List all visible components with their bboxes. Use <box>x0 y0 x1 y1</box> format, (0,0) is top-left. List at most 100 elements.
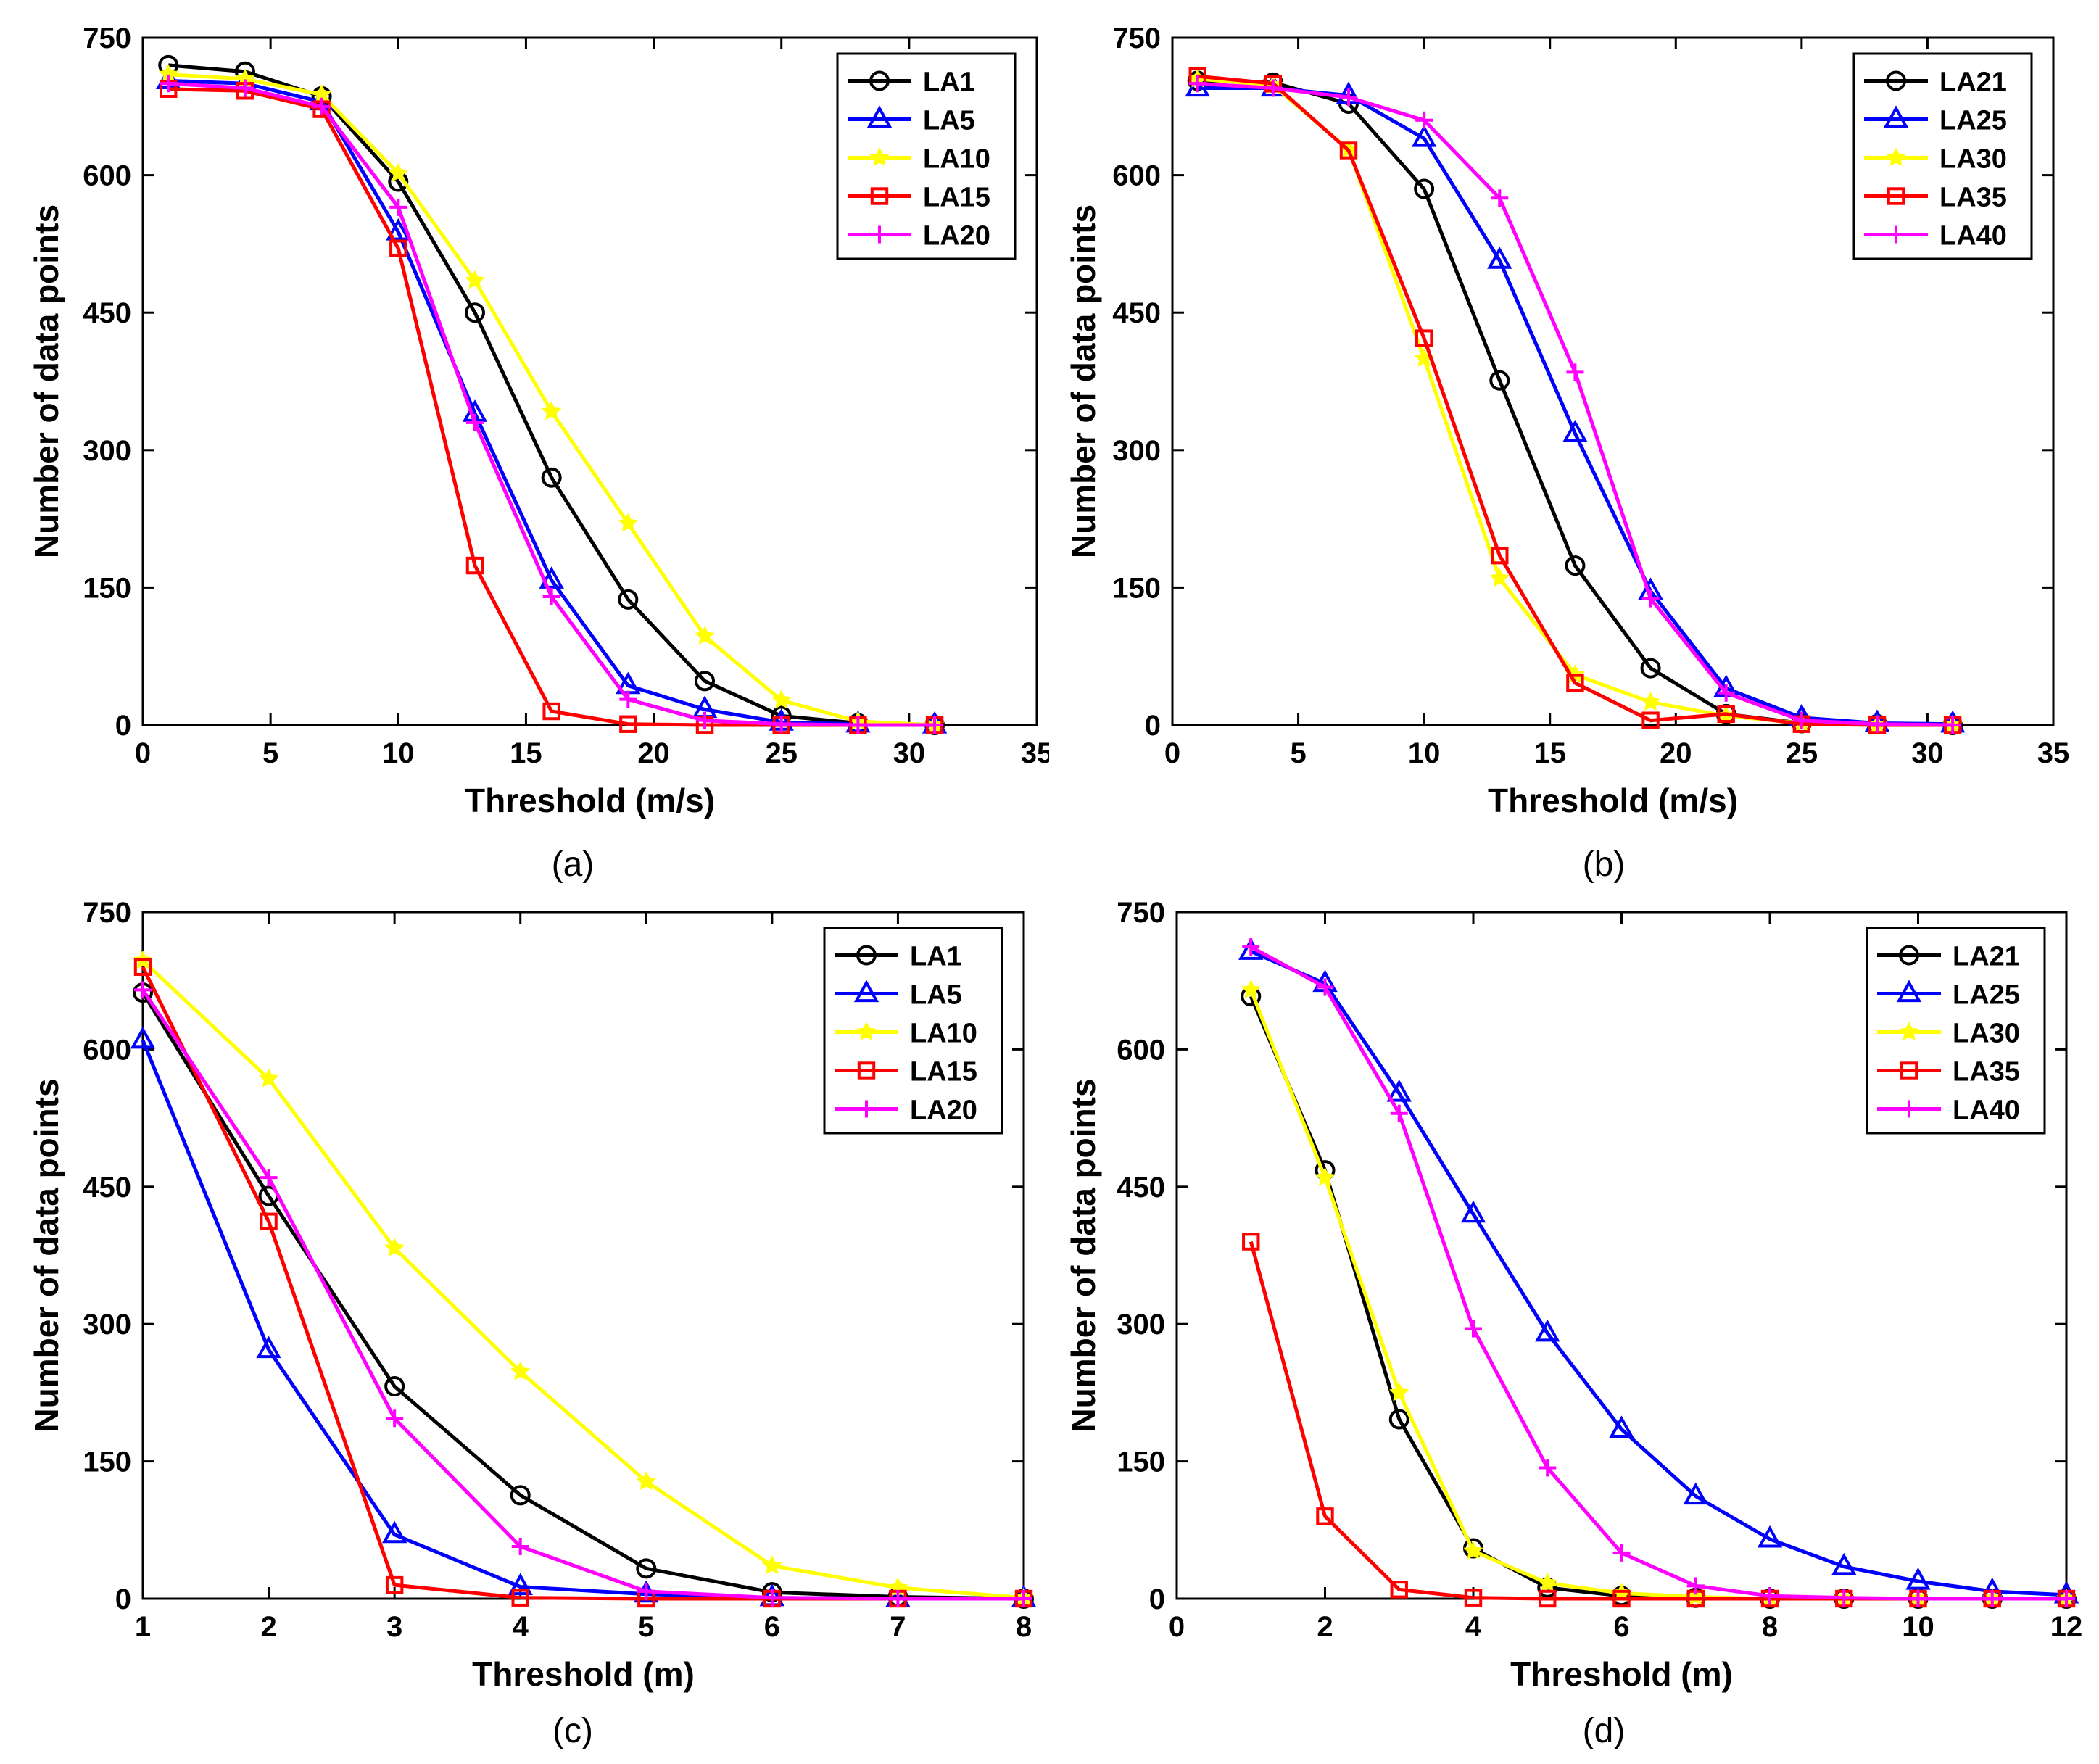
data-point-la5 <box>508 1573 533 1596</box>
data-point-la20 <box>542 588 560 606</box>
data-point-la30 <box>1463 1541 1483 1560</box>
y-tick-label: 0 <box>115 1583 131 1615</box>
x-axis-label: Threshold (m/s) <box>1488 782 1738 819</box>
data-point-la10 <box>510 1361 531 1380</box>
x-axis-label: Threshold (m) <box>472 1655 695 1693</box>
x-tick-label: 35 <box>1021 737 1049 769</box>
data-point-la40 <box>1761 1587 1779 1605</box>
data-point-la1 <box>618 589 639 610</box>
data-point-la15 <box>542 702 560 721</box>
data-point-la35 <box>1641 711 1660 729</box>
data-point-la40 <box>1188 75 1206 93</box>
y-tick-label: 750 <box>83 22 131 54</box>
x-tick-label: 4 <box>1465 1611 1482 1643</box>
data-point-la40 <box>1717 684 1735 702</box>
x-tick-label: 8 <box>1016 1611 1032 1643</box>
chart-panel-d: 0 2 4 6 8 10 12 0 150 300 450 600 750 Threshold (m) Nu… <box>1037 874 2099 1764</box>
x-tick-label: 6 <box>1613 1611 1629 1643</box>
data-point-la25 <box>1535 1319 1560 1342</box>
x-tick-label: 30 <box>1911 737 1944 769</box>
series-line-la25 <box>1250 950 2067 1597</box>
data-point-la35 <box>1464 1589 1483 1607</box>
data-point-la35 <box>1491 546 1509 565</box>
y-tick-label: 600 <box>1117 1034 1165 1066</box>
data-point-la25 <box>1831 1552 1857 1575</box>
data-point-la25 <box>1411 124 1437 147</box>
data-point-la20 <box>465 413 484 431</box>
y-tick-label: 750 <box>83 897 131 929</box>
data-point-la35 <box>1390 1581 1408 1599</box>
series-line-la10 <box>141 959 1024 1600</box>
data-point-la15 <box>133 958 152 976</box>
legend-label-la40: LA40 <box>1953 1096 2020 1126</box>
legend-label-la20: LA20 <box>923 221 990 252</box>
panel-caption-b: (b) <box>1582 845 1626 884</box>
data-point-la5 <box>130 1026 156 1049</box>
x-axis-label: Threshold (m/s) <box>465 782 715 819</box>
legend-entry-la15: LA15 <box>835 1057 977 1088</box>
data-point-la20 <box>134 981 152 999</box>
x-tick-label: 7 <box>890 1611 906 1643</box>
data-point-la21 <box>1565 555 1586 576</box>
y-tick-label: 450 <box>83 297 131 329</box>
y-tick-label: 450 <box>83 1172 131 1204</box>
data-point-la15 <box>260 1212 278 1230</box>
data-point-la1 <box>695 671 716 692</box>
data-point-la40 <box>2058 1590 2075 1607</box>
data-point-la40 <box>1491 189 1509 207</box>
y-tick-label: 300 <box>83 435 131 467</box>
data-point-la15 <box>465 556 484 575</box>
y-tick-label: 750 <box>1112 22 1161 54</box>
data-point-la20 <box>763 1589 781 1607</box>
data-point-la1 <box>636 1558 657 1579</box>
data-point-la1 <box>510 1485 531 1506</box>
legend-label-la25: LA25 <box>1939 106 2007 136</box>
data-point-la40 <box>1390 1104 1408 1122</box>
chart-panel-a: 0 5 10 15 20 25 30 35 0 150 300 450 600 750 Threshold … <box>0 0 1049 870</box>
data-point-la10 <box>771 690 792 709</box>
data-point-la20 <box>386 1409 404 1428</box>
y-tick-label: 150 <box>1112 572 1161 604</box>
data-point-la35 <box>1612 1589 1631 1608</box>
legend-marker-la40 <box>1887 225 1905 244</box>
x-tick-label: 25 <box>765 737 798 769</box>
data-point-la30 <box>1641 692 1661 711</box>
legend-marker-la5 <box>853 980 879 1003</box>
chart-panel-c: 1 2 3 4 5 6 7 8 0 150 300 450 600 750 Threshold (m) Num… <box>0 874 1049 1764</box>
x-tick-label: 15 <box>510 737 542 769</box>
legend-entry-la15: LA15 <box>848 183 990 213</box>
data-point-la21 <box>1414 178 1435 199</box>
data-point-la10 <box>388 162 408 182</box>
y-axis-label: Number of data points <box>1064 204 1102 558</box>
data-point-la20 <box>637 1582 655 1600</box>
series-line-la1 <box>141 991 1024 1601</box>
legend-entry-la5: LA5 <box>848 105 975 136</box>
legend-entry-la20: LA20 <box>835 1096 977 1126</box>
data-point-la40 <box>1792 711 1810 729</box>
data-point-la5 <box>539 566 564 589</box>
y-tick-label: 600 <box>1112 160 1161 192</box>
legend-marker-la35 <box>1900 1061 1918 1080</box>
data-point-la30 <box>1389 1382 1409 1401</box>
data-point-la25 <box>1386 1079 1412 1102</box>
x-tick-label: 25 <box>1786 737 1818 769</box>
chart-svg: 1 2 3 4 5 6 7 8 0 150 300 450 600 750 Threshold (m) Num… <box>28 897 1037 1693</box>
legend-label-la5: LA5 <box>910 980 962 1011</box>
x-tick-label: 10 <box>1408 737 1441 769</box>
data-point-la40 <box>1264 79 1282 97</box>
data-point-la5 <box>381 1520 407 1544</box>
chart-panel-b: 0 5 10 15 20 25 30 35 0 150 300 450 600 750 Threshold … <box>1037 0 2099 870</box>
legend-label-la35: LA35 <box>1953 1057 2020 1088</box>
legend-marker-la21 <box>1899 945 1919 966</box>
data-point-la25 <box>1487 247 1512 269</box>
data-point-la21 <box>1489 370 1510 391</box>
data-point-la40 <box>1641 589 1660 608</box>
data-point-la35 <box>1539 1589 1557 1608</box>
data-point-la40 <box>1835 1589 1853 1607</box>
y-tick-label: 450 <box>1112 297 1161 329</box>
data-point-la21 <box>1388 1409 1409 1430</box>
series-la40 <box>1188 75 1962 734</box>
legend-marker-la1 <box>869 70 890 91</box>
legend-label-la10: LA10 <box>910 1019 977 1049</box>
